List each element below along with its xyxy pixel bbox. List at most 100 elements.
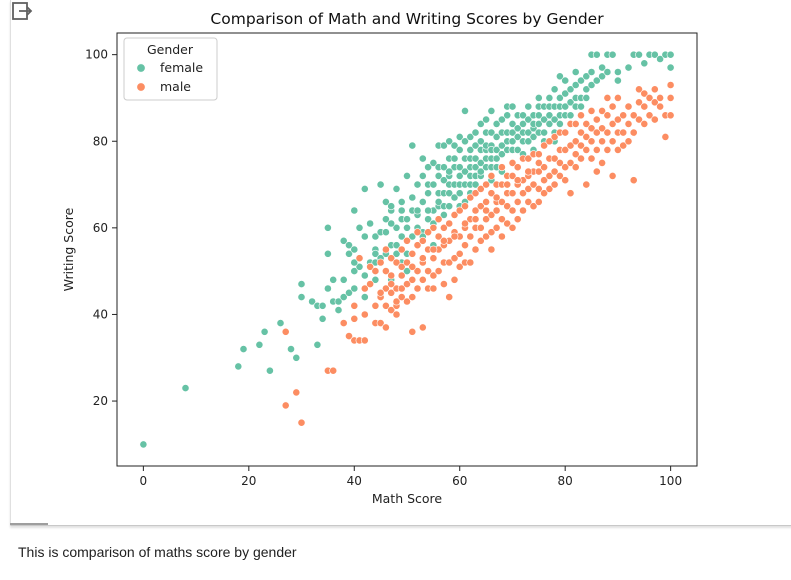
data-point-male — [360, 284, 369, 293]
data-point-male — [524, 184, 533, 193]
data-point-female — [582, 72, 591, 81]
data-point-male — [445, 258, 454, 267]
data-point-female — [508, 137, 517, 146]
data-point-male — [629, 176, 638, 185]
data-point-male — [418, 323, 427, 332]
data-point-female — [529, 132, 538, 141]
data-point-male — [614, 115, 622, 124]
data-point-male — [545, 184, 554, 193]
data-point-male — [650, 85, 659, 94]
data-point-male — [381, 301, 390, 310]
data-point-female — [487, 128, 496, 137]
data-point-female — [656, 55, 664, 63]
data-point-female — [323, 284, 332, 293]
data-point-male — [577, 128, 585, 137]
data-point-female — [540, 115, 548, 124]
data-point-female — [534, 120, 543, 128]
data-point-female — [424, 163, 432, 172]
data-point-male — [397, 293, 406, 301]
data-point-male — [540, 163, 548, 172]
data-point-male — [387, 271, 396, 280]
data-point-female — [345, 288, 353, 297]
data-point-male — [650, 98, 659, 107]
data-point-female — [476, 158, 485, 167]
data-point-male — [545, 137, 554, 146]
legend-label-female: female — [160, 60, 203, 75]
data-point-female — [355, 223, 364, 232]
data-point-female — [434, 171, 443, 180]
data-point-male — [492, 223, 501, 232]
data-point-female — [392, 184, 401, 193]
data-point-female — [445, 202, 454, 211]
data-point-male — [603, 145, 612, 154]
legend-marker-female — [136, 63, 146, 73]
data-point-female — [561, 102, 570, 111]
data-point-male — [614, 94, 622, 102]
output-cell: Comparison of Math and Writing Scores by… — [10, 0, 791, 526]
data-point-female — [355, 262, 364, 271]
data-point-female — [439, 176, 448, 185]
data-point-male — [329, 366, 338, 375]
data-point-male — [619, 128, 628, 137]
data-point-male — [429, 245, 438, 254]
data-point-female — [466, 132, 475, 141]
data-point-male — [350, 301, 359, 310]
data-point-male — [508, 223, 517, 232]
data-point-male — [482, 232, 490, 241]
data-point-male — [466, 258, 475, 267]
data-point-male — [640, 102, 649, 111]
data-point-female — [582, 85, 591, 94]
data-point-female — [350, 258, 359, 267]
x-tick-label: 60 — [452, 474, 467, 488]
data-point-female — [403, 223, 411, 232]
data-point-female — [318, 301, 327, 310]
data-point-female — [403, 267, 411, 275]
data-point-male — [608, 102, 617, 111]
data-point-male — [397, 284, 406, 293]
data-point-female — [424, 215, 432, 224]
data-point-male — [540, 141, 548, 150]
data-point-female — [524, 128, 533, 137]
data-point-male — [461, 219, 469, 228]
data-point-male — [339, 319, 348, 327]
data-point-male — [387, 288, 396, 297]
data-point-female — [397, 197, 406, 206]
data-point-female — [408, 232, 417, 241]
data-point-male — [534, 184, 543, 193]
data-point-female — [534, 111, 543, 120]
data-point-male — [376, 258, 385, 267]
data-point-female — [424, 189, 432, 198]
data-point-male — [582, 145, 591, 154]
data-point-male — [292, 388, 301, 397]
data-point-male — [471, 189, 480, 198]
data-point-male — [592, 145, 601, 154]
data-point-male — [650, 115, 659, 124]
data-point-male — [466, 193, 475, 202]
data-point-female — [476, 120, 485, 128]
data-point-male — [413, 228, 422, 237]
data-point-female — [334, 306, 343, 314]
data-point-male — [392, 310, 401, 319]
data-point-male — [508, 171, 517, 180]
data-point-male — [556, 158, 564, 167]
data-point-male — [445, 219, 454, 228]
data-point-female — [424, 206, 432, 215]
data-point-female — [450, 141, 459, 150]
data-point-male — [439, 223, 448, 232]
data-point-female — [376, 180, 385, 189]
data-point-male — [429, 223, 438, 232]
data-point-male — [619, 141, 628, 150]
data-point-female — [461, 137, 469, 146]
data-point-male — [645, 94, 654, 102]
data-point-male — [513, 197, 522, 206]
data-point-male — [571, 137, 580, 146]
open-in-new-icon[interactable] — [11, 0, 35, 24]
data-point-male — [387, 306, 396, 314]
data-point-male — [497, 163, 506, 172]
data-point-female — [614, 76, 622, 85]
data-point-female — [392, 241, 401, 250]
data-point-female — [519, 120, 527, 128]
data-point-female — [350, 267, 359, 275]
data-point-male — [413, 267, 422, 275]
data-point-male — [439, 280, 448, 288]
